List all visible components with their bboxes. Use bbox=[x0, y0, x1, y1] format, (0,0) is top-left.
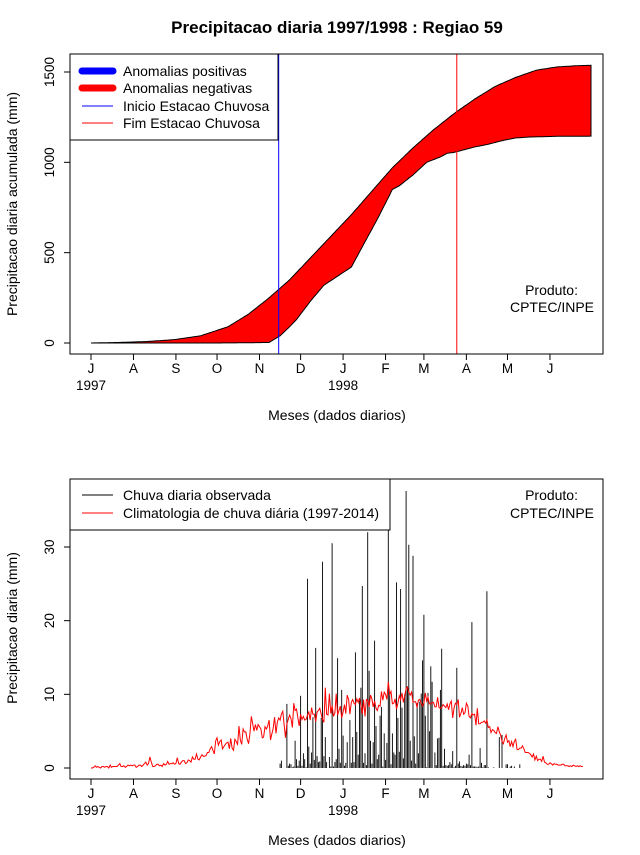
y-axis-label: Precipitacao diaria (mm) bbox=[4, 552, 20, 704]
x-tick-label: O bbox=[212, 361, 223, 376]
y-tick-label: 0 bbox=[42, 339, 57, 347]
accumulated-precipitation-panel: 0 500 1000 1500 J A S O N D J F M A M J 1997 1998 Meses … bbox=[4, 53, 604, 423]
x-tick-label: J bbox=[88, 786, 95, 801]
legend: Anomalias positivas Anomalias negativas … bbox=[69, 53, 279, 141]
x-axis: J A S O N D J F M A M J 1997 1998 bbox=[76, 353, 554, 393]
x-tick-label: A bbox=[462, 361, 471, 376]
x-tick-label: J bbox=[340, 786, 347, 801]
climatology-line bbox=[91, 681, 583, 769]
x-tick-label: J bbox=[88, 361, 95, 376]
y-axis-label: Precipitacao diaria acumulada (mm) bbox=[4, 92, 20, 316]
x-tick-label: M bbox=[502, 361, 513, 376]
x-axis: J A S O N D J F M A M J 1997 1998 bbox=[76, 778, 554, 818]
y-tick-label: 10 bbox=[42, 687, 57, 702]
daily-precipitation-panel: 0 10 20 30 J A S O N D J F M A M J 1997 1998 Meses (dado… bbox=[4, 478, 604, 848]
year-label: 1997 bbox=[76, 803, 106, 818]
x-tick-label: F bbox=[381, 361, 389, 376]
x-tick-label: A bbox=[129, 786, 138, 801]
y-tick-label: 20 bbox=[42, 613, 57, 628]
y-tick-label: 500 bbox=[42, 241, 57, 264]
y-axis: 0 500 1000 1500 bbox=[42, 57, 71, 347]
legend-label-observed: Chuva diaria observada bbox=[123, 487, 271, 503]
year-label: 1998 bbox=[328, 378, 358, 393]
produto-label: Produto: bbox=[525, 282, 578, 298]
x-tick-label: A bbox=[129, 361, 138, 376]
legend-label-positive: Anomalias positivas bbox=[123, 63, 247, 79]
x-tick-label: A bbox=[462, 786, 471, 801]
produto-label: Produto: bbox=[525, 487, 578, 503]
produto-source: CPTEC/INPE bbox=[510, 505, 594, 521]
year-label: 1997 bbox=[76, 378, 106, 393]
x-tick-label: D bbox=[296, 361, 306, 376]
x-tick-label: J bbox=[340, 361, 347, 376]
y-axis: 0 10 20 30 bbox=[42, 539, 71, 772]
negative-anomaly-area bbox=[91, 64, 592, 344]
x-tick-label: J bbox=[547, 361, 554, 376]
legend-label-inicio: Inicio Estacao Chuvosa bbox=[123, 98, 270, 114]
chart-title: Precipitacao diaria 1997/1998 : Regiao 5… bbox=[171, 18, 503, 37]
x-tick-label: J bbox=[547, 786, 554, 801]
x-tick-label: D bbox=[296, 786, 306, 801]
y-tick-label: 1500 bbox=[42, 57, 57, 87]
x-tick-label: M bbox=[418, 786, 429, 801]
year-label: 1998 bbox=[328, 803, 358, 818]
legend-label-climatology: Climatologia de chuva diária (1997-2014) bbox=[123, 505, 379, 521]
x-tick-label: N bbox=[255, 786, 265, 801]
observed-rain-series bbox=[279, 488, 521, 768]
legend-label-negative: Anomalias negativas bbox=[123, 80, 252, 96]
x-tick-label: M bbox=[502, 786, 513, 801]
legend: Chuva diaria observada Climatologia de c… bbox=[69, 478, 391, 531]
y-tick-label: 1000 bbox=[42, 147, 57, 177]
x-tick-label: N bbox=[255, 361, 265, 376]
x-tick-label: S bbox=[171, 361, 180, 376]
y-tick-label: 30 bbox=[42, 539, 57, 554]
x-tick-label: F bbox=[381, 786, 389, 801]
x-tick-label: S bbox=[171, 786, 180, 801]
legend-label-fim: Fim Estacao Chuvosa bbox=[123, 115, 260, 131]
x-tick-label: M bbox=[418, 361, 429, 376]
x-tick-label: O bbox=[212, 786, 223, 801]
produto-source: CPTEC/INPE bbox=[510, 299, 594, 315]
y-tick-label: 0 bbox=[42, 764, 57, 772]
x-axis-label: Meses (dados diarios) bbox=[268, 832, 406, 848]
legend-box bbox=[69, 478, 391, 531]
x-axis-label: Meses (dados diarios) bbox=[268, 407, 406, 423]
